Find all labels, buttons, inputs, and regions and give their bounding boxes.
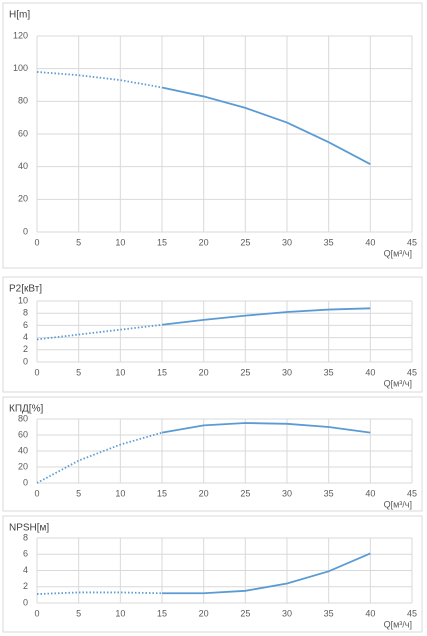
x-tick-label: 45	[407, 608, 417, 618]
x-tick-label: 35	[324, 608, 334, 618]
x-tick-label: 0	[34, 237, 39, 247]
x-tick-label: 30	[282, 488, 292, 498]
y-tick-label: 2	[23, 581, 28, 591]
x-tick-label: 20	[199, 488, 209, 498]
y-tick-label: 40	[18, 161, 28, 171]
y-tick-label: 4	[23, 565, 28, 575]
x-tick-label: 30	[282, 237, 292, 247]
x-tick-label: 0	[34, 367, 39, 377]
x-tick-label: 10	[115, 608, 125, 618]
x-tick-label: 40	[365, 237, 375, 247]
x-tick-label: 35	[324, 488, 334, 498]
curve	[36, 591, 163, 595]
x-tick-label: 25	[240, 488, 250, 498]
y-tick-label: 8	[23, 308, 28, 318]
x-tick-label: 45	[407, 367, 417, 377]
x-tick-label: 25	[240, 608, 250, 618]
curve	[161, 307, 371, 326]
x-tick-label: 20	[199, 367, 209, 377]
panel-frame	[2, 2, 423, 269]
y-tick-label: 10	[18, 295, 28, 305]
y-tick-label: 0	[23, 597, 28, 607]
x-tick-label: 10	[115, 367, 125, 377]
x-tick-label: 5	[76, 367, 81, 377]
y-tick-label: 100	[13, 63, 28, 73]
x-tick-label: 10	[115, 237, 125, 247]
panel-frame	[2, 515, 423, 633]
x-tick-label: 30	[282, 367, 292, 377]
y-tick-label: 40	[18, 445, 28, 455]
y-tick-label: 60	[18, 429, 28, 439]
x-tick-label: 10	[115, 488, 125, 498]
y-tick-label: 6	[23, 320, 28, 330]
x-tick-label: 15	[157, 608, 167, 618]
x-tick-label: 15	[157, 488, 167, 498]
x-axis-label: Q[м³/ч]	[384, 248, 412, 258]
x-tick-label: 40	[365, 608, 375, 618]
chart-title: P2[кВт]	[9, 284, 42, 295]
y-tick-label: 4	[23, 332, 28, 342]
x-axis-label: Q[м³/ч]	[384, 378, 412, 388]
y-tick-label: 20	[18, 461, 28, 471]
y-tick-label: 80	[18, 96, 28, 106]
x-tick-label: 25	[240, 237, 250, 247]
curve	[161, 86, 371, 166]
y-tick-label: 60	[18, 128, 28, 138]
x-tick-label: 35	[324, 237, 334, 247]
curve	[162, 552, 371, 595]
y-tick-label: 0	[23, 226, 28, 236]
y-tick-label: 0	[23, 356, 28, 366]
y-tick-label: 120	[13, 30, 28, 40]
x-tick-label: 5	[76, 608, 81, 618]
panel-frame	[2, 396, 423, 512]
y-tick-label: 0	[23, 477, 28, 487]
y-tick-label: 20	[18, 194, 28, 204]
y-tick-label: 6	[23, 549, 28, 559]
x-tick-label: 15	[157, 237, 167, 247]
chart-title: H[m]	[9, 10, 30, 21]
curve	[36, 431, 163, 484]
x-tick-label: 5	[76, 488, 81, 498]
panel-frame	[2, 276, 423, 393]
x-tick-label: 5	[76, 237, 81, 247]
x-tick-label: 15	[157, 367, 167, 377]
x-tick-label: 0	[34, 488, 39, 498]
x-tick-label: 40	[365, 488, 375, 498]
x-tick-label: 45	[407, 237, 417, 247]
x-tick-label: 20	[199, 237, 209, 247]
x-tick-label: 40	[365, 367, 375, 377]
x-tick-label: 35	[324, 367, 334, 377]
y-tick-label: 2	[23, 344, 28, 354]
curve	[36, 71, 163, 89]
x-tick-label: 45	[407, 488, 417, 498]
y-tick-label: 80	[18, 413, 28, 423]
chart-title: КПД[%]	[9, 404, 43, 415]
chart-title: NPSH[м]	[9, 523, 49, 534]
x-axis-label: Q[м³/ч]	[384, 619, 412, 629]
y-tick-label: 8	[23, 532, 28, 542]
x-tick-label: 20	[199, 608, 209, 618]
x-tick-label: 30	[282, 608, 292, 618]
curve	[161, 422, 371, 434]
x-tick-label: 25	[240, 367, 250, 377]
x-tick-label: 0	[34, 608, 39, 618]
x-axis-label: Q[м³/ч]	[384, 499, 412, 509]
